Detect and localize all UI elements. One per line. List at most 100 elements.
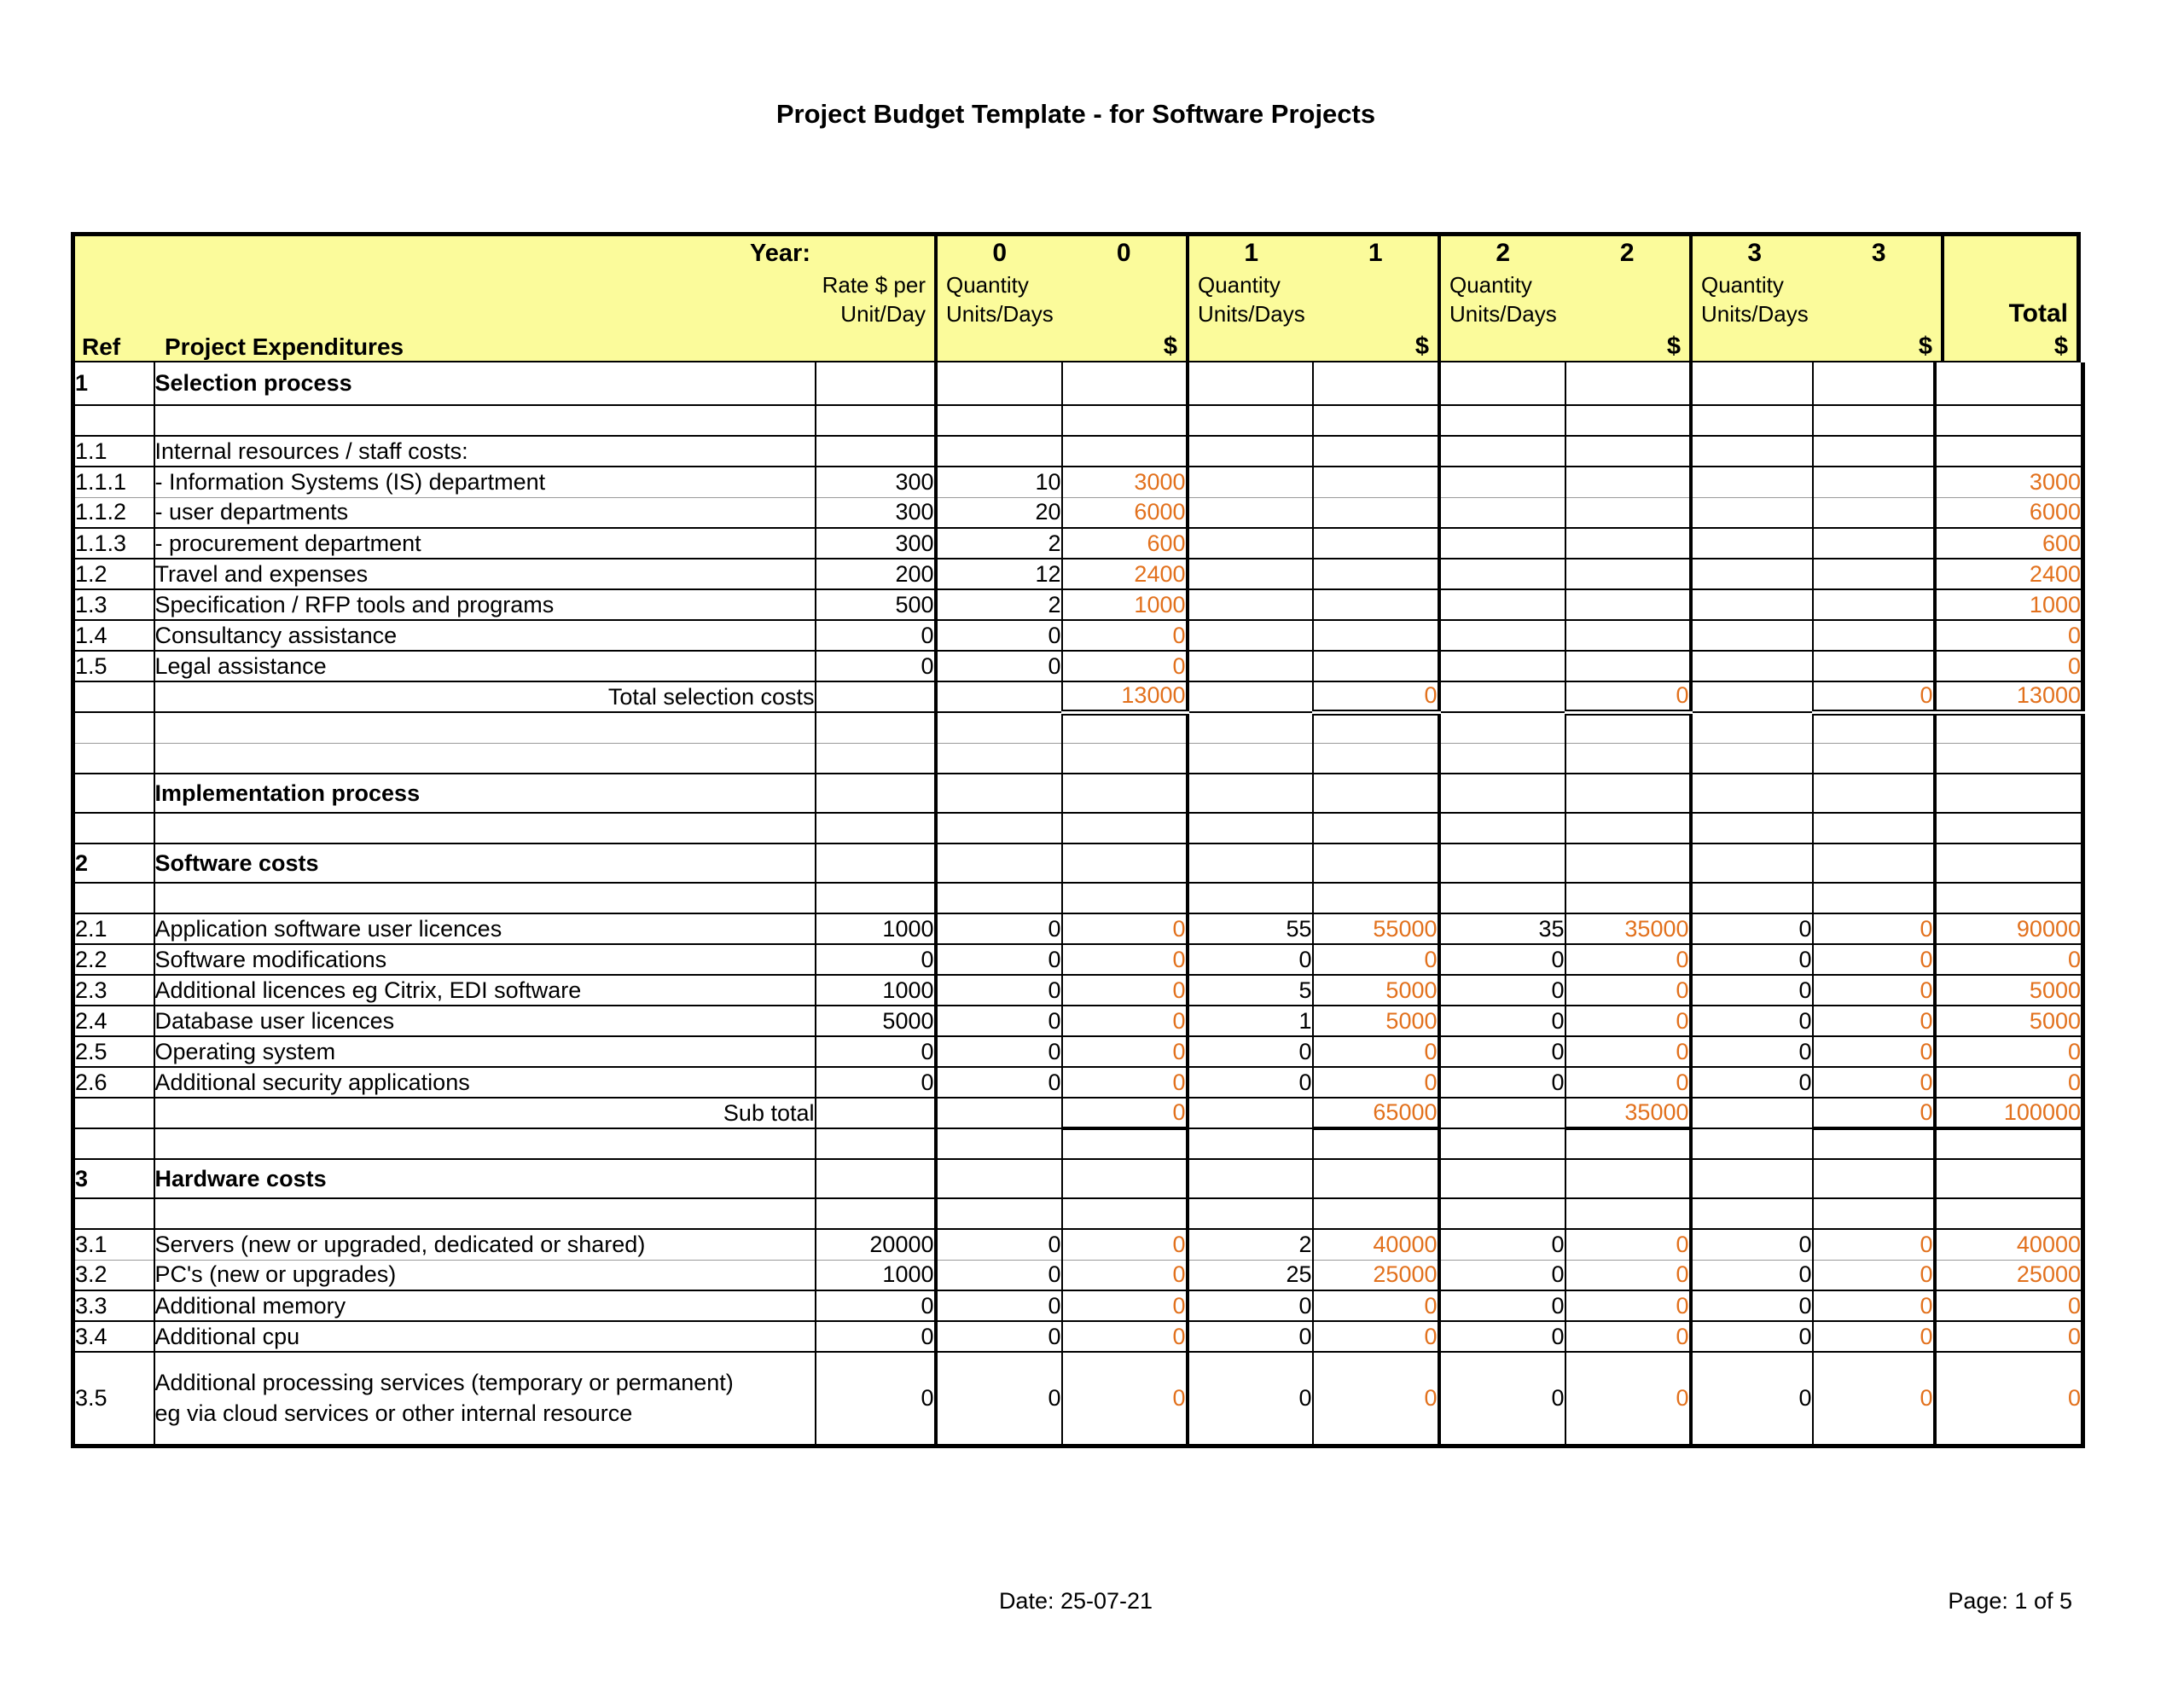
header-spacer xyxy=(75,270,817,328)
year-label: Year: xyxy=(750,239,810,267)
cell-total xyxy=(1934,742,2083,774)
cell-v1: 0 xyxy=(1312,943,1441,975)
cell-v1 xyxy=(1312,588,1441,620)
cell-v0 xyxy=(1061,882,1189,913)
cell-rate: 0 xyxy=(815,619,938,651)
cell-v2 xyxy=(1565,711,1693,743)
table-row: 2.1 Application software user licences 100… xyxy=(73,913,2083,944)
year-0-numbers: 0 0 xyxy=(938,236,1186,270)
cell-q2 xyxy=(1438,742,1566,774)
cell-v0: 0 xyxy=(1061,1066,1189,1098)
cell-q3 xyxy=(1690,619,1814,651)
table-row: 1.4 Consultancy assistance 0 0 0 0 xyxy=(73,619,2083,651)
expenditures-column-label: Project Expenditures xyxy=(165,333,404,360)
cell-q0: 0 xyxy=(935,1351,1063,1446)
cell-q2 xyxy=(1438,527,1566,559)
cell-q1 xyxy=(1187,466,1314,497)
cell-ref xyxy=(73,711,155,743)
cell-q0 xyxy=(935,681,1063,712)
cell-v3 xyxy=(1812,812,1937,844)
cell-desc xyxy=(154,812,816,844)
cell-v0: 0 xyxy=(1061,1005,1189,1036)
cell-q0 xyxy=(935,773,1063,813)
cell-v3: 0 xyxy=(1812,1066,1937,1098)
qty-label-line1: Quantity xyxy=(946,271,1029,298)
year-2-qty-number: 2 xyxy=(1496,239,1511,267)
cell-v2 xyxy=(1565,1128,1693,1159)
cell-v0 xyxy=(1061,435,1189,467)
cell-total xyxy=(1934,1197,2083,1229)
cell-v2: 35000 xyxy=(1565,913,1693,944)
cell-q3 xyxy=(1690,362,1814,405)
year-3-dollar-number: 3 xyxy=(1871,239,1886,267)
cell-v0 xyxy=(1061,843,1189,883)
cell-v3: 0 xyxy=(1812,1320,1937,1352)
cell-q2: 0 xyxy=(1438,1005,1566,1036)
cell-rate: 500 xyxy=(815,588,938,620)
cell-q2 xyxy=(1438,1128,1566,1159)
cell-v1 xyxy=(1312,843,1441,883)
cell-v3 xyxy=(1812,558,1937,589)
cell-q1 xyxy=(1187,558,1314,589)
cell-v2: 35000 xyxy=(1565,1097,1693,1130)
cell-ref xyxy=(73,882,155,913)
cell-v1: 0 xyxy=(1312,1320,1441,1352)
cell-q1: 0 xyxy=(1187,1066,1314,1098)
spacer-row xyxy=(73,882,2083,913)
cell-total: 0 xyxy=(1934,1351,2083,1446)
cell-q3 xyxy=(1690,812,1814,844)
cell-ref xyxy=(73,404,155,436)
cell-v3 xyxy=(1812,1158,1937,1198)
cell-v2: 0 xyxy=(1565,1005,1693,1036)
description-line: eg via cloud services or other internal … xyxy=(154,1400,633,1427)
cell-q0 xyxy=(935,1128,1063,1159)
cell-rate: 0 xyxy=(815,1035,938,1067)
cell-q1 xyxy=(1187,619,1314,651)
cell-q0: 0 xyxy=(935,1005,1063,1036)
cell-v3: 0 xyxy=(1812,1351,1937,1446)
page-title: Project Budget Template - for Software P… xyxy=(775,99,1376,129)
cell-q2 xyxy=(1438,1158,1566,1198)
cell-total: 40000 xyxy=(1934,1228,2083,1260)
cell-rate xyxy=(815,435,938,467)
year-0-qty-number: 0 xyxy=(992,239,1008,267)
cell-q1: 5 xyxy=(1187,974,1314,1006)
table-row: 3 Hardware costs xyxy=(73,1158,2083,1198)
cell-q2: 0 xyxy=(1438,1290,1566,1321)
spacer-row xyxy=(73,1128,2083,1159)
cell-desc: Implementation process xyxy=(154,773,816,813)
cell-v1 xyxy=(1312,711,1441,743)
cell-v3: 0 xyxy=(1812,913,1937,944)
cell-q1: 25 xyxy=(1187,1259,1314,1290)
cell-desc xyxy=(154,404,816,436)
column-labels: Ref Project Expenditures xyxy=(75,328,817,364)
cell-v2 xyxy=(1565,466,1693,497)
budget-table: 1 Selection process 1.1 Internal resources … xyxy=(71,362,2085,1448)
cell-v3 xyxy=(1812,404,1937,436)
cell-q1: 1 xyxy=(1187,1005,1314,1036)
cell-v1: 25000 xyxy=(1312,1259,1441,1290)
cell-desc xyxy=(154,882,816,913)
cell-v1 xyxy=(1312,466,1441,497)
cell-q3 xyxy=(1690,496,1814,528)
cell-ref: 3.3 xyxy=(73,1290,155,1321)
cell-q2 xyxy=(1438,404,1566,436)
cell-q3 xyxy=(1690,404,1814,436)
cell-v3: 0 xyxy=(1812,681,1937,716)
total-header-spacer xyxy=(1944,270,2077,299)
cell-v1 xyxy=(1312,742,1441,774)
cell-rate xyxy=(815,1197,938,1229)
cell-v0: 3000 xyxy=(1061,466,1189,497)
cell-v0: 0 xyxy=(1061,1097,1189,1130)
cell-ref: 3 xyxy=(73,1158,155,1198)
cell-q0: 0 xyxy=(935,943,1063,975)
cell-v2 xyxy=(1565,435,1693,467)
cell-v3 xyxy=(1812,527,1937,559)
budget-table-body: 1 Selection process 1.1 Internal resources … xyxy=(73,362,2083,1446)
cell-ref: 2.3 xyxy=(73,974,155,1006)
cell-total: 13000 xyxy=(1934,681,2083,716)
cell-q0: 0 xyxy=(935,1320,1063,1352)
qty-label-line1: Quantity xyxy=(1198,271,1281,298)
cell-desc: PC's (new or upgrades) xyxy=(154,1259,816,1290)
cell-q2 xyxy=(1438,773,1566,813)
